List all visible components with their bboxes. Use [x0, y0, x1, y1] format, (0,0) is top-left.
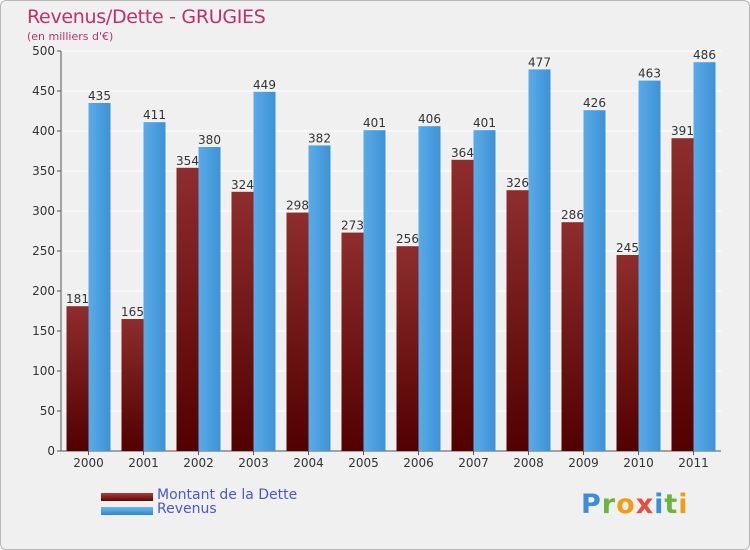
data-label-dette: 364 — [451, 146, 474, 160]
bar-dette — [506, 190, 529, 451]
bar-dette — [616, 255, 639, 451]
bar-dette — [396, 246, 419, 451]
logo-letter: i — [654, 489, 665, 520]
data-label-revenus: 411 — [143, 108, 166, 122]
x-tick-label: 2000 — [73, 456, 104, 470]
data-label-revenus: 449 — [253, 78, 276, 92]
bar-dette — [671, 138, 694, 451]
bar-dette — [341, 232, 364, 451]
bar-dette — [231, 191, 254, 452]
logo-letter: P — [581, 489, 602, 520]
y-tick-label: 50 — [40, 404, 55, 418]
data-label-dette: 256 — [396, 232, 419, 246]
data-label-revenus: 406 — [418, 112, 441, 126]
data-label-dette: 298 — [286, 199, 309, 213]
bar-revenus — [363, 130, 386, 451]
bar-revenus — [88, 103, 111, 451]
x-tick-label: 2008 — [513, 456, 544, 470]
bar-revenus — [253, 91, 276, 452]
data-label-revenus: 486 — [693, 48, 716, 62]
data-label-dette: 165 — [121, 305, 144, 319]
y-tick-label: 350 — [32, 164, 55, 178]
legend-label-revenus: Revenus — [157, 501, 217, 517]
data-label-dette: 286 — [561, 208, 584, 222]
bar-dette — [121, 319, 144, 451]
data-label-revenus: 426 — [583, 96, 606, 110]
data-label-revenus: 380 — [198, 133, 221, 147]
x-tick-label: 2002 — [183, 456, 214, 470]
logo-letter: i — [678, 489, 689, 520]
logo-letter: t — [664, 489, 679, 520]
logo-letter: o — [616, 489, 636, 520]
bar-dette — [561, 222, 584, 451]
bar-dette — [66, 306, 89, 451]
data-label-dette: 324 — [231, 178, 254, 192]
logo-letter: x — [635, 489, 655, 520]
bar-revenus — [198, 147, 221, 451]
bar-revenus — [528, 69, 551, 452]
x-tick-label: 2010 — [623, 456, 654, 470]
bar-revenus — [473, 130, 496, 451]
bar-revenus — [143, 122, 166, 451]
data-label-dette: 245 — [616, 241, 639, 255]
x-tick-label: 2006 — [403, 456, 434, 470]
bar-revenus — [418, 126, 441, 451]
y-tick-label: 300 — [32, 204, 55, 218]
bar-revenus — [693, 62, 716, 451]
logo-letter: r — [601, 489, 617, 520]
data-label-revenus: 401 — [363, 116, 386, 130]
y-tick-label: 250 — [32, 244, 55, 258]
y-tick-label: 400 — [32, 124, 55, 138]
y-tick-label: 200 — [32, 284, 55, 298]
bar-dette — [451, 159, 474, 452]
bar-revenus — [308, 145, 331, 451]
y-tick-label: 0 — [47, 444, 55, 458]
y-tick-label: 150 — [32, 324, 55, 338]
data-label-dette: 391 — [671, 124, 694, 138]
data-label-revenus: 477 — [528, 55, 551, 69]
x-tick-label: 2003 — [238, 456, 269, 470]
legend-swatch-revenus — [101, 507, 153, 515]
bar-revenus — [583, 110, 606, 451]
bar-dette — [176, 167, 199, 452]
y-tick-label: 450 — [32, 84, 55, 98]
x-tick-label: 2005 — [348, 456, 379, 470]
data-label-dette: 354 — [176, 154, 199, 168]
x-tick-label: 2011 — [678, 456, 709, 470]
legend-label-dette: Montant de la Dette — [157, 487, 298, 503]
bar-revenus — [638, 80, 661, 451]
data-label-revenus: 463 — [638, 67, 661, 81]
x-tick-label: 2009 — [568, 456, 599, 470]
y-tick-label: 500 — [32, 44, 55, 58]
data-label-dette: 181 — [66, 292, 89, 306]
data-label-dette: 273 — [341, 219, 364, 233]
bar-dette — [286, 212, 309, 451]
x-tick-label: 2001 — [128, 456, 159, 470]
chart-title: Revenus/Dette - GRUGIES — [27, 6, 266, 28]
data-label-revenus: 435 — [88, 89, 111, 103]
x-tick-label: 2004 — [293, 456, 324, 470]
data-label-dette: 326 — [506, 176, 529, 190]
chart-subtitle: (en milliers d'€) — [27, 30, 114, 43]
data-label-revenus: 382 — [308, 131, 331, 145]
y-tick-label: 100 — [32, 364, 55, 378]
x-tick-label: 2007 — [458, 456, 489, 470]
legend-swatch-dette — [101, 493, 153, 501]
data-label-revenus: 401 — [473, 116, 496, 130]
proxiti-logo: Proxiti — [581, 489, 689, 520]
